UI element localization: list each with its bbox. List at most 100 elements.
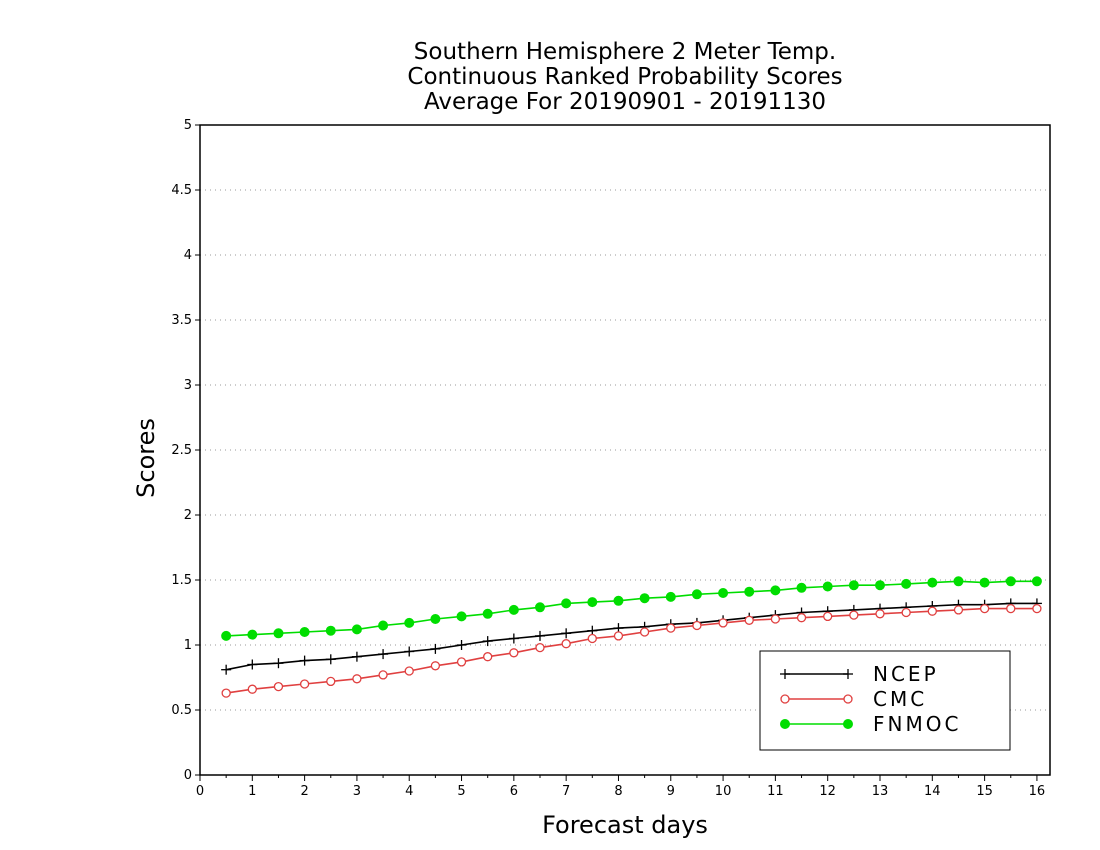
data-point [247, 629, 258, 640]
data-point [875, 580, 885, 591]
data-point [561, 639, 571, 649]
data-point [508, 633, 519, 644]
data-point [780, 694, 790, 704]
data-point [404, 617, 415, 628]
x-tick-label: 0 [196, 784, 204, 799]
legend-box [759, 650, 1011, 751]
data-point [430, 614, 441, 624]
data-point [823, 611, 833, 622]
chart-title-line-1: Southern Hemisphere 2 Meter Temp. [414, 39, 836, 65]
x-tick-label: 1 [248, 784, 256, 799]
series-cmc [221, 603, 1042, 698]
data-point [404, 666, 414, 676]
data-point [843, 694, 853, 704]
data-point [770, 614, 781, 624]
data-point [404, 646, 415, 657]
data-point [843, 719, 853, 729]
data-point [325, 654, 336, 665]
data-point [639, 627, 650, 637]
data-point [378, 649, 389, 660]
data-point [482, 636, 493, 647]
data-point [378, 670, 388, 680]
y-tick-label: 0 [184, 768, 192, 783]
data-point [482, 608, 493, 619]
data-point [247, 659, 258, 670]
chart-title: Southern Hemisphere 2 Meter Temp. Contin… [407, 39, 842, 115]
data-point [822, 581, 833, 592]
data-point [875, 609, 885, 619]
data-point [770, 585, 781, 596]
y-tick-label: 4.5 [171, 183, 192, 198]
data-point [901, 607, 911, 618]
data-point [665, 591, 676, 602]
axis-ticks: 00.511.522.533.544.550 1 2 3 4 5 6 7 8 9 10 11 12 13 1… [171, 118, 1045, 799]
x-tick-label: 6 [510, 784, 518, 799]
data-point [692, 620, 702, 631]
chart-title-line-2: Continuous Ranked Probability Scores [407, 64, 842, 90]
data-point [352, 674, 362, 684]
data-point [927, 606, 937, 616]
data-point [325, 625, 336, 636]
x-tick-label: 11 [767, 784, 784, 799]
data-point [613, 595, 624, 606]
data-point [221, 688, 231, 698]
data-point [299, 679, 310, 689]
y-tick-label: 1.5 [171, 573, 192, 588]
legend-label: CMC [873, 687, 927, 711]
x-tick-label: 3 [353, 784, 361, 799]
series-lines [221, 576, 1042, 698]
data-point [780, 669, 790, 679]
data-point [587, 597, 598, 608]
legend-entry-ncep: NCEP [780, 662, 939, 686]
x-tick-label: 7 [562, 784, 570, 799]
legend-label: NCEP [873, 662, 939, 686]
y-tick-label: 1 [184, 638, 192, 653]
data-point [718, 588, 729, 598]
data-point [953, 605, 964, 615]
data-point [1032, 603, 1042, 614]
data-point [639, 593, 650, 604]
data-point [979, 603, 990, 614]
data-point [378, 620, 389, 631]
data-point [744, 615, 754, 625]
data-point [979, 577, 990, 588]
y-tick-label: 3 [184, 378, 192, 393]
y-tick-label: 5 [184, 118, 192, 133]
data-point [691, 589, 702, 600]
x-tick-label: 16 [1029, 784, 1046, 799]
data-point [843, 669, 853, 679]
data-point [953, 576, 964, 587]
data-point [613, 631, 624, 641]
y-tick-label: 0.5 [171, 703, 192, 718]
data-point [483, 652, 493, 662]
data-point [430, 661, 441, 671]
legend-entry-cmc: CMC [780, 687, 927, 711]
y-tick-label: 2.5 [171, 443, 192, 458]
y-tick-label: 2 [184, 508, 192, 523]
data-point [1006, 603, 1016, 614]
chart-title-line-3: Average For 20190901 - 20191130 [424, 89, 826, 115]
data-point [326, 676, 336, 687]
data-point [299, 627, 310, 637]
y-tick-label: 3.5 [171, 313, 192, 328]
x-tick-label: 5 [457, 784, 465, 799]
y-axis-label: Scores [132, 418, 160, 498]
data-point [509, 648, 519, 658]
x-tick-label: 10 [715, 784, 732, 799]
data-point [299, 655, 310, 666]
data-point [456, 657, 467, 667]
data-point [718, 618, 728, 628]
x-tick-label: 9 [667, 784, 675, 799]
data-point [221, 630, 232, 641]
data-point [351, 624, 362, 635]
data-point [221, 664, 232, 675]
legend-entry-fnmoc: FNMOC [780, 712, 961, 736]
x-tick-label: 12 [819, 784, 836, 799]
data-point [247, 684, 257, 694]
data-point [508, 604, 519, 615]
x-tick-label: 15 [976, 784, 993, 799]
grid [200, 189, 1050, 711]
legend-label: FNMOC [873, 712, 961, 736]
